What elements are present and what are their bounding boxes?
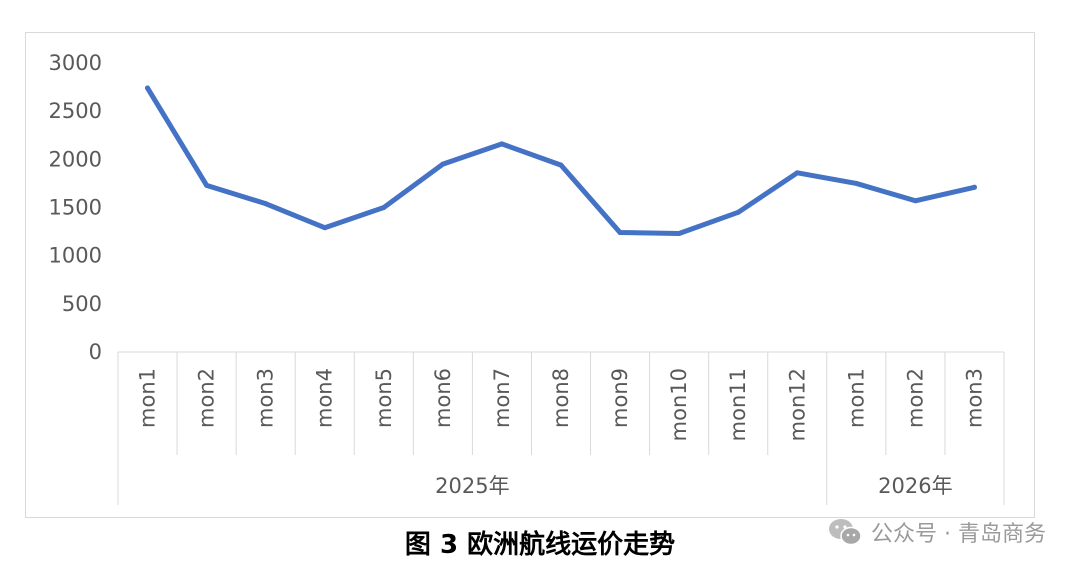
data-point: [912, 198, 918, 204]
x-tick-label: mon12: [785, 368, 809, 441]
data-point: [440, 161, 446, 167]
data-point: [558, 162, 564, 168]
x-tick-label: mon3: [254, 368, 278, 428]
data-point: [676, 231, 682, 237]
watermark-text: 公众号 · 青岛商务: [871, 522, 1046, 547]
wechat-icon: [829, 519, 862, 546]
x-tick-label: mon9: [608, 368, 632, 428]
data-point: [794, 170, 800, 176]
x-tick-label: mon3: [962, 368, 986, 428]
x-tick-label: mon2: [195, 368, 219, 428]
data-point: [263, 201, 269, 207]
data-point: [322, 225, 328, 231]
x-tick-label: mon7: [490, 368, 514, 428]
x-tick-label: mon1: [136, 368, 160, 428]
data-point: [145, 85, 151, 91]
x-tick-label: mon11: [726, 368, 750, 441]
group-label: 2025年: [435, 474, 509, 498]
y-tick-label: 500: [62, 292, 102, 316]
y-tick-label: 0: [89, 340, 102, 364]
x-tick-label: mon10: [667, 368, 691, 441]
x-tick-label: mon4: [313, 368, 337, 428]
x-tick-label: mon1: [844, 368, 868, 428]
y-tick-label: 2000: [49, 147, 102, 171]
x-tick-label: mon5: [372, 368, 396, 428]
data-point: [853, 180, 859, 186]
data-point: [204, 182, 210, 188]
figure-caption: 图 3 欧洲航线运价走势: [404, 530, 676, 560]
y-tick-label: 2500: [49, 99, 102, 123]
x-tick-label: mon6: [431, 368, 455, 428]
data-point: [381, 205, 387, 210]
chart-frame: [25, 32, 1035, 518]
y-tick-label: 1000: [49, 244, 102, 268]
data-point: [735, 209, 741, 215]
y-tick-label: 3000: [49, 51, 102, 75]
data-point: [971, 184, 977, 190]
group-label: 2026年: [878, 474, 952, 498]
y-tick-label: 1500: [49, 196, 102, 220]
x-tick-label: mon2: [903, 368, 927, 428]
data-point: [499, 141, 505, 147]
watermark: 公众号 · 青岛商务: [827, 516, 1046, 548]
series-line: [145, 85, 977, 237]
data-point: [617, 230, 623, 236]
x-tick-label: mon8: [549, 368, 573, 428]
